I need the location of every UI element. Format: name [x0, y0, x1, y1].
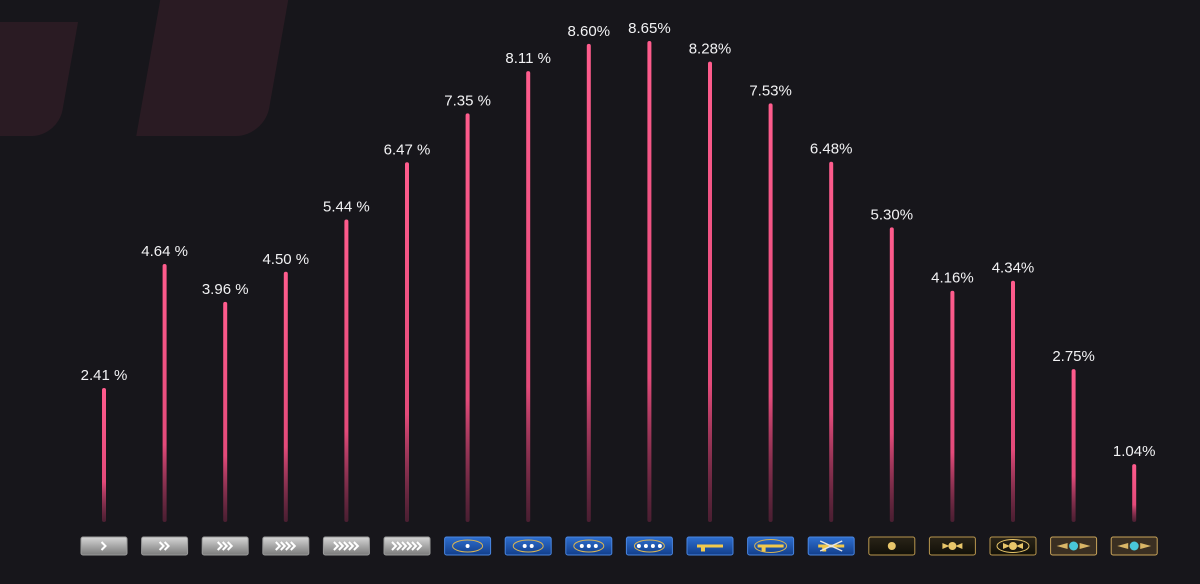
data-label-2: 4.64 %: [141, 243, 188, 260]
data-label-6: 6.47 %: [384, 141, 431, 158]
bar-16: [1011, 280, 1015, 522]
data-label-1: 2.41 %: [81, 367, 128, 384]
bar-10: [647, 41, 652, 523]
data-label-13: 6.48%: [810, 141, 853, 158]
bar-9: [586, 43, 591, 523]
master-guardian-rank-icon: [807, 536, 855, 556]
silver-rank-icon: [322, 536, 370, 556]
data-label-8: 8.11 %: [505, 50, 551, 67]
data-label-14: 5.30%: [871, 206, 914, 223]
master-guardian-rank-icon: [686, 536, 734, 556]
silver-rank-icon: [201, 536, 249, 556]
gold-nova-rank-icon: [504, 536, 552, 556]
silver-rank-icon: [141, 536, 189, 556]
master-guardian-rank-icon: [747, 536, 795, 556]
data-label-7: 7.35 %: [444, 92, 491, 109]
bar-3: [223, 301, 228, 522]
bar-18: [1132, 464, 1137, 522]
data-label-15: 4.16%: [931, 270, 974, 287]
data-label-10: 8.65%: [628, 20, 671, 37]
bar-6: [405, 162, 409, 522]
bar-4: [283, 271, 288, 522]
data-label-17: 2.75%: [1052, 348, 1095, 365]
bar-15: [950, 290, 955, 522]
gold-nova-rank-icon: [444, 536, 492, 556]
silver-rank-icon: [262, 536, 310, 556]
bar-5: [344, 219, 349, 522]
silver-rank-icon: [383, 536, 431, 556]
data-label-16: 4.34%: [992, 260, 1035, 277]
bar-12: [768, 103, 773, 522]
data-label-18: 1.04%: [1113, 443, 1156, 460]
data-label-9: 8.60%: [568, 23, 611, 40]
data-label-3: 3.96 %: [202, 281, 249, 298]
data-label-11: 8.28%: [689, 41, 732, 58]
gold-nova-rank-icon: [625, 536, 673, 556]
data-label-5: 5.44 %: [323, 199, 370, 216]
bar-11: [708, 61, 712, 523]
bar-1: [102, 388, 106, 522]
gold-nova-rank-icon: [565, 536, 613, 556]
data-label-4: 4.50 %: [262, 251, 309, 268]
bar-2: [162, 264, 167, 522]
bar-17: [1071, 369, 1076, 522]
legendary-eagle-rank-icon: [928, 536, 976, 556]
silver-rank-icon: [80, 536, 128, 556]
bar-13: [829, 161, 834, 522]
bar-8: [526, 71, 531, 523]
bar-14: [889, 227, 894, 522]
distinguished-master-guardian-rank-icon: [868, 536, 916, 556]
data-label-12: 7.53%: [749, 82, 792, 99]
bar-7: [465, 113, 470, 522]
supreme-rank-icon: [1050, 536, 1098, 556]
global-elite-rank-icon: [1110, 536, 1158, 556]
legendary-eagle-rank-icon: [989, 536, 1037, 556]
